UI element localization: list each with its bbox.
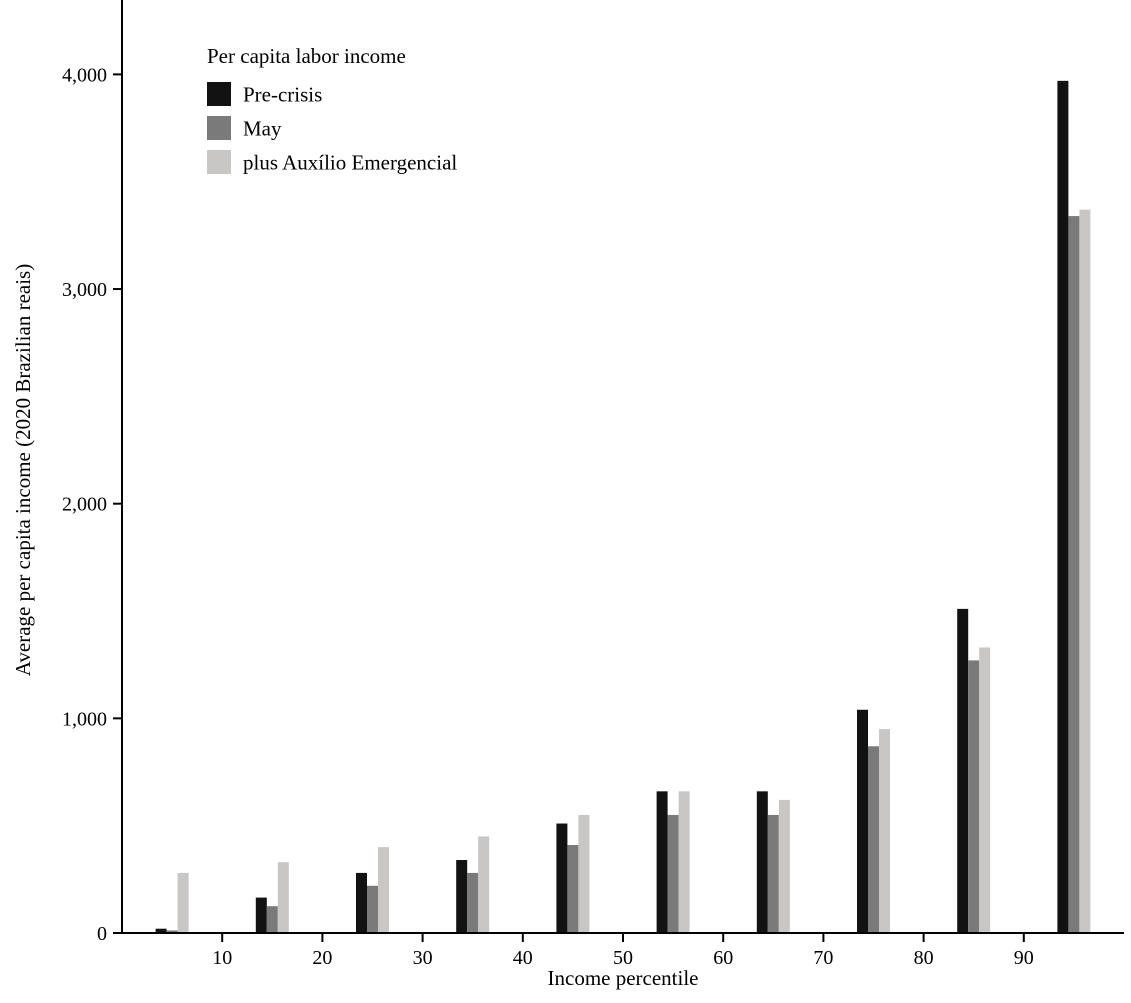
legend: Per capita labor income Pre-crisis May p… bbox=[207, 44, 457, 174]
bar bbox=[255, 897, 267, 933]
x-tick-label: 70 bbox=[813, 947, 833, 969]
bar bbox=[1057, 80, 1069, 933]
bar bbox=[378, 847, 389, 933]
legend-label-auxilio: plus Auxílio Emergencial bbox=[243, 150, 457, 174]
x-tick-label: 30 bbox=[413, 947, 433, 969]
y-tick-label: 0 bbox=[97, 923, 107, 945]
bar bbox=[155, 928, 167, 933]
bar bbox=[356, 872, 367, 933]
bar bbox=[367, 885, 378, 933]
bar bbox=[1068, 216, 1080, 933]
legend-swatch-pre-crisis bbox=[207, 82, 231, 106]
bar bbox=[968, 660, 980, 933]
legend-label-may: May bbox=[243, 116, 282, 140]
bar bbox=[857, 709, 868, 933]
bar bbox=[177, 872, 189, 933]
legend-swatch-may bbox=[207, 116, 231, 140]
bar bbox=[277, 862, 289, 933]
legend-swatch-auxilio bbox=[207, 150, 231, 174]
x-axis-title: Income percentile bbox=[548, 966, 699, 990]
y-tick-label: 2,000 bbox=[62, 494, 107, 516]
bar bbox=[478, 836, 490, 933]
bar bbox=[868, 746, 879, 933]
y-axis-title: Average per capita income (2020 Brazilia… bbox=[11, 264, 35, 676]
bar bbox=[957, 608, 969, 933]
x-tick-label: 60 bbox=[713, 947, 733, 969]
bar bbox=[166, 930, 178, 933]
bar bbox=[456, 860, 468, 933]
bar bbox=[979, 647, 991, 933]
bar bbox=[578, 814, 590, 933]
x-tick-label: 40 bbox=[513, 947, 533, 969]
legend-title: Per capita labor income bbox=[207, 44, 406, 68]
legend-label-pre-crisis: Pre-crisis bbox=[243, 82, 322, 106]
bar bbox=[656, 791, 668, 933]
x-tick-label: 90 bbox=[1014, 947, 1034, 969]
y-tick-label: 1,000 bbox=[62, 708, 107, 730]
bar bbox=[266, 906, 278, 933]
x-tick-label: 50 bbox=[613, 947, 633, 969]
y-tick-label: 3,000 bbox=[62, 279, 107, 301]
plot-area: 0 1,000 2,000 3,000 4,000 10 20 30 40 50 60 70 80 90 bbox=[62, 0, 1124, 969]
bar bbox=[556, 823, 568, 933]
y-tick-label: 4,000 bbox=[62, 64, 107, 86]
bar bbox=[879, 729, 890, 933]
x-tick-label: 20 bbox=[312, 947, 332, 969]
bar bbox=[667, 814, 679, 933]
bar bbox=[778, 799, 790, 933]
bar bbox=[1079, 209, 1091, 933]
bar bbox=[678, 791, 690, 933]
bar bbox=[756, 791, 768, 933]
bar bbox=[467, 872, 479, 933]
bar bbox=[567, 844, 579, 933]
bar bbox=[767, 814, 779, 933]
x-tick-label: 10 bbox=[212, 947, 232, 969]
x-tick-label: 80 bbox=[914, 947, 934, 969]
